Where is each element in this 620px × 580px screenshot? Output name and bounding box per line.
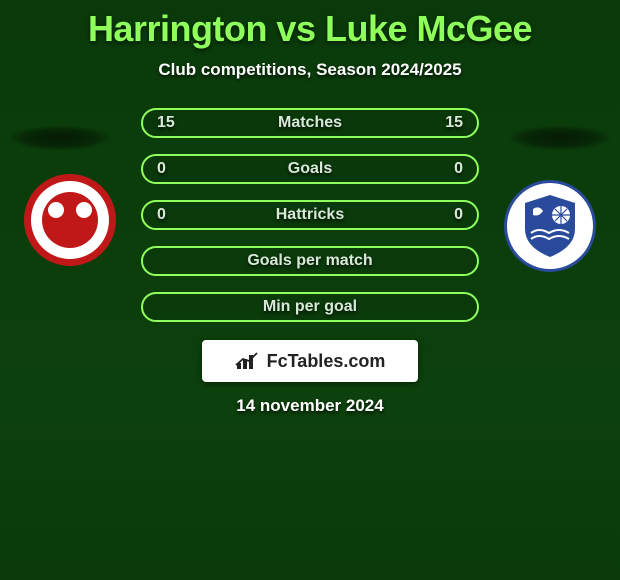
branding-badge: FcTables.com — [202, 340, 418, 382]
stat-right-value: 15 — [439, 114, 463, 132]
stat-row-goals-per-match: Goals per match — [141, 246, 479, 276]
stat-row-hattricks: 0 Hattricks 0 — [141, 200, 479, 230]
stat-label: Hattricks — [276, 206, 344, 224]
stat-label: Goals — [288, 160, 332, 178]
stat-left-value: 0 — [157, 160, 181, 178]
team1-logo — [24, 174, 116, 266]
comparison-card: Harrington vs Luke McGee Club competitio… — [0, 0, 620, 416]
stat-left-value: 15 — [157, 114, 181, 132]
stats-list: 15 Matches 15 0 Goals 0 0 Hattricks 0 Go… — [141, 108, 479, 322]
stat-label: Min per goal — [263, 298, 357, 316]
stat-left-value: 0 — [157, 206, 181, 224]
stat-right-value: 0 — [439, 206, 463, 224]
logo-shadow-right — [510, 126, 610, 150]
stat-row-min-per-goal: Min per goal — [141, 292, 479, 322]
stat-row-goals: 0 Goals 0 — [141, 154, 479, 184]
team1-logo-inner — [42, 192, 98, 248]
team2-logo — [504, 180, 596, 272]
team2-crest-icon — [515, 191, 585, 261]
branding-text: FcTables.com — [267, 351, 386, 372]
page-title: Harrington vs Luke McGee — [0, 8, 620, 50]
logo-shadow-left — [10, 126, 110, 150]
date-text: 14 november 2024 — [0, 396, 620, 416]
stat-label: Matches — [278, 114, 342, 132]
subtitle: Club competitions, Season 2024/2025 — [0, 60, 620, 80]
stat-label: Goals per match — [247, 252, 372, 270]
stat-row-matches: 15 Matches 15 — [141, 108, 479, 138]
stat-right-value: 0 — [439, 160, 463, 178]
bar-chart-icon — [235, 351, 263, 371]
